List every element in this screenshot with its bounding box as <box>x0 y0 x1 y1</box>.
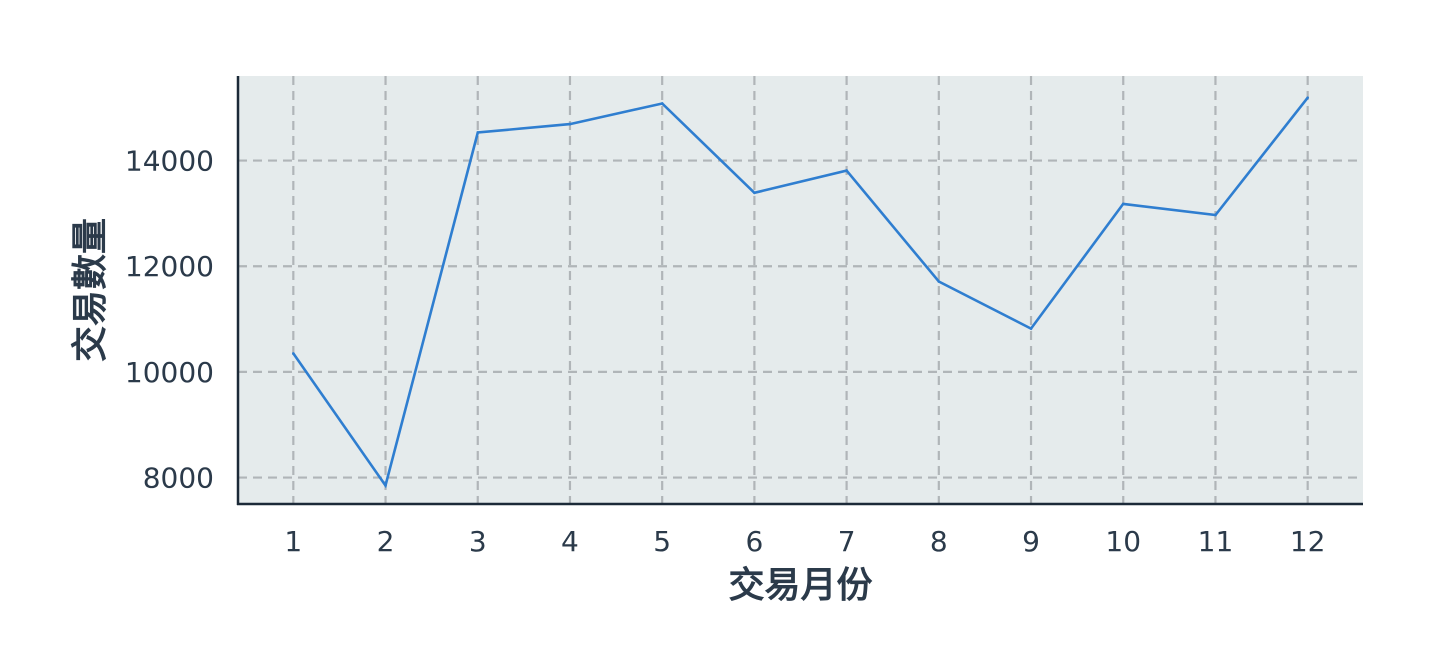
grid-lines <box>238 76 1363 504</box>
data-point-7 <box>845 169 848 172</box>
data-point-1 <box>292 352 295 355</box>
plot-background <box>238 76 1363 504</box>
x-tick-label-3: 3 <box>469 525 487 558</box>
x-tick-label-12: 12 <box>1290 525 1326 558</box>
data-point-9 <box>1029 327 1033 330</box>
x-tick-label-1: 1 <box>284 525 302 558</box>
x-tick-label-7: 7 <box>838 525 856 558</box>
x-axis-title: 交易月份 <box>728 564 872 606</box>
x-tick-label-4: 4 <box>561 525 579 558</box>
series-group <box>292 96 1309 489</box>
data-point-11 <box>1214 213 1217 217</box>
x-tick-label-5: 5 <box>653 525 671 558</box>
axes <box>236 76 1363 506</box>
data-point-6 <box>753 191 756 195</box>
data-point-3 <box>476 131 480 134</box>
data-point-2 <box>384 484 387 487</box>
y-tick-label-14000: 14000 <box>125 145 214 178</box>
x-tick-label-2: 2 <box>377 525 395 558</box>
data-point-4 <box>568 122 572 126</box>
series-line-0 <box>292 96 1309 489</box>
x-tick-label-11: 11 <box>1198 525 1234 558</box>
data-point-10 <box>1121 202 1125 206</box>
y-tick-label-10000: 10000 <box>125 356 214 389</box>
x-tick-label-6: 6 <box>745 525 763 558</box>
data-point-12 <box>1306 96 1309 99</box>
x-tick-label-10: 10 <box>1105 525 1141 558</box>
data-point-5 <box>660 102 664 105</box>
x-tick-labels: 1 2 3 4 5 6 7 8 9 10 11 12 <box>284 525 1325 558</box>
y-tick-label-8000: 8000 <box>143 462 214 495</box>
x-tick-label-9: 9 <box>1022 525 1040 558</box>
y-tick-label-12000: 12000 <box>125 250 214 283</box>
y-axis-title: 交易數量 <box>69 218 111 362</box>
y-tick-labels: 8000 10000 12000 14000 <box>125 145 214 495</box>
data-point-8 <box>937 280 941 283</box>
x-tick-label-8: 8 <box>930 525 948 558</box>
